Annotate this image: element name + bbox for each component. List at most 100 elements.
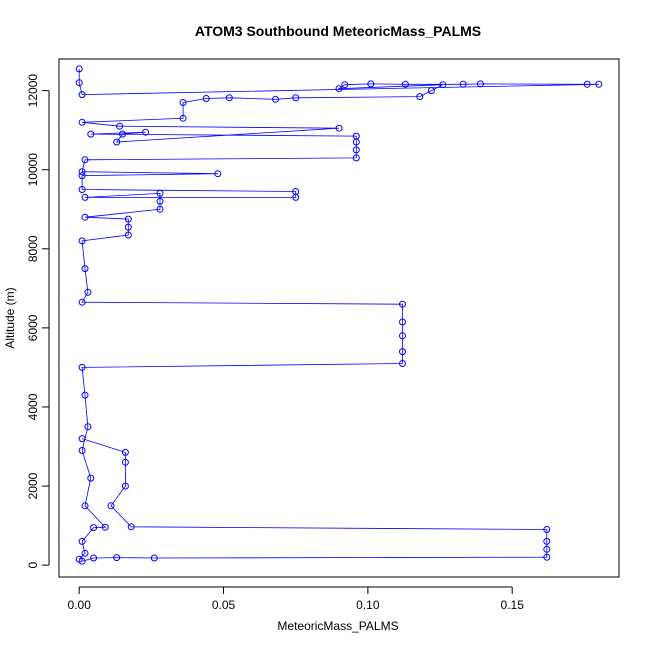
data-point <box>156 197 164 205</box>
y-tick-label: 2000 <box>26 472 40 499</box>
series-1 <box>78 435 551 565</box>
data-point <box>90 524 98 532</box>
plot-frame <box>58 58 620 578</box>
data-point <box>399 300 406 308</box>
data-point <box>84 423 92 431</box>
data-point <box>78 172 86 180</box>
data-point <box>81 265 89 273</box>
data-point <box>127 523 135 531</box>
data-point <box>543 537 551 545</box>
data-point <box>75 65 83 73</box>
y-tick-label: 4000 <box>26 393 40 420</box>
y-axis-label: Altitude (m) <box>3 287 17 348</box>
data-point <box>214 170 222 178</box>
data-point <box>202 95 210 102</box>
y-axis: 0 2000 4000 6000 8000 10000 12000 <box>26 74 50 568</box>
data-point <box>84 288 92 296</box>
data-point <box>352 154 360 162</box>
y-tick-label: 12000 <box>26 74 40 108</box>
data-point <box>179 114 187 122</box>
series-line <box>81 438 548 562</box>
data-point <box>107 502 115 510</box>
data-point <box>121 482 129 490</box>
data-point <box>124 215 132 223</box>
data-point <box>543 526 551 533</box>
series-0 <box>75 65 603 563</box>
data-point <box>583 80 591 88</box>
data-point <box>78 237 86 245</box>
data-point <box>87 474 95 482</box>
y-tick-label: 10000 <box>26 153 40 187</box>
data-point <box>113 138 121 146</box>
x-tick-label: 0.15 <box>501 598 525 612</box>
x-tick-label: 0.05 <box>212 598 236 612</box>
data-point <box>124 223 132 231</box>
data-point <box>78 168 86 176</box>
data-point <box>272 95 279 103</box>
data-point <box>78 447 86 454</box>
data-point <box>81 549 89 557</box>
data-point <box>401 80 409 88</box>
data-point <box>121 448 129 456</box>
data-point <box>81 156 89 164</box>
data-point <box>116 122 124 130</box>
data-point <box>150 554 158 562</box>
data-point <box>78 118 86 126</box>
x-axis: 0.00 0.05 0.10 0.15 <box>68 586 525 612</box>
data-point <box>399 332 406 340</box>
data-point <box>81 391 89 399</box>
data-point <box>459 80 467 88</box>
data-point <box>81 502 89 510</box>
data-point <box>352 146 360 154</box>
data-point <box>78 186 86 193</box>
plot-area <box>75 65 603 565</box>
data-point <box>367 80 375 88</box>
data-point <box>595 80 603 88</box>
data-point <box>292 94 300 102</box>
data-point <box>78 298 86 306</box>
data-point <box>90 554 98 562</box>
data-point <box>439 81 447 89</box>
data-point <box>78 557 86 565</box>
data-point <box>78 91 86 99</box>
data-point <box>476 80 484 88</box>
data-point <box>78 435 86 443</box>
data-point <box>341 81 349 89</box>
data-point <box>335 85 343 93</box>
data-point <box>335 124 343 132</box>
y-tick-label: 8000 <box>26 235 40 262</box>
data-point <box>292 188 300 195</box>
data-point <box>399 360 406 367</box>
data-point <box>113 554 121 562</box>
data-point <box>543 545 551 553</box>
x-axis-label: MeteoricMass_PALMS <box>277 619 398 633</box>
y-tick-label: 6000 <box>26 314 40 341</box>
data-point <box>78 537 86 545</box>
data-point <box>142 128 150 136</box>
data-point <box>75 79 83 87</box>
data-point <box>119 130 126 138</box>
data-point <box>225 94 233 102</box>
data-point <box>87 130 95 138</box>
data-point <box>81 213 89 221</box>
y-tick-label: 0 <box>26 561 40 568</box>
data-point <box>101 523 109 531</box>
data-point <box>399 348 406 356</box>
data-point <box>124 231 132 239</box>
data-point <box>156 205 164 213</box>
data-point <box>81 193 89 201</box>
data-point <box>399 318 406 326</box>
x-tick-label: 0.00 <box>68 598 92 612</box>
data-point <box>543 553 551 561</box>
data-point <box>121 458 129 466</box>
data-point <box>78 363 86 371</box>
chart-title: ATOM3 Southbound MeteoricMass_PALMS <box>195 23 481 39</box>
data-point <box>156 189 164 197</box>
data-point <box>427 87 435 95</box>
series-line <box>78 68 599 560</box>
data-point <box>352 132 360 140</box>
x-tick-label: 0.10 <box>356 598 380 612</box>
data-point <box>416 93 424 101</box>
data-point <box>179 99 187 106</box>
